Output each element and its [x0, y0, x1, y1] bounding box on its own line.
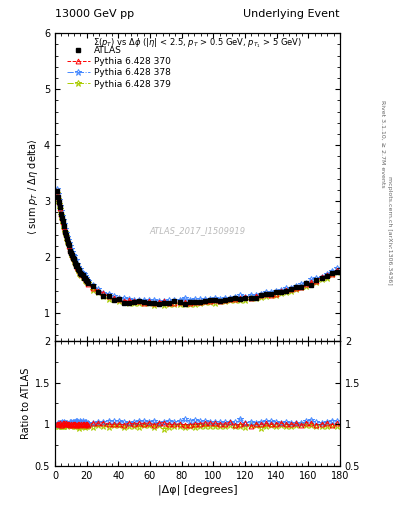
Text: ATLAS_2017_I1509919: ATLAS_2017_I1509919 [149, 226, 246, 234]
Pythia 6.428 378 [334, 265, 339, 271]
Y-axis label: Ratio to ATLAS: Ratio to ATLAS [20, 368, 31, 439]
X-axis label: |Δφ| [degrees]: |Δφ| [degrees] [158, 485, 237, 496]
Pythia 6.428 379 [334, 269, 339, 275]
Line: Pythia 6.428 370: Pythia 6.428 370 [54, 188, 339, 306]
Text: mcplots.cern.ch [arXiv:1306.3436]: mcplots.cern.ch [arXiv:1306.3436] [387, 176, 391, 285]
Pythia 6.428 378 [213, 295, 217, 301]
ATLAS [198, 299, 202, 305]
Line: Pythia 6.428 378: Pythia 6.428 378 [53, 186, 340, 304]
Text: $\Sigma(p_T)$ vs $\Delta\phi$ ($|\eta|$ < 2.5, $p_T$ > 0.5 GeV, $p_{T_1}$ > 5 Ge: $\Sigma(p_T)$ vs $\Delta\phi$ ($|\eta|$ … [93, 36, 302, 50]
Text: Underlying Event: Underlying Event [243, 9, 340, 19]
ATLAS [294, 284, 299, 290]
Pythia 6.428 378 [177, 297, 182, 303]
Pythia 6.428 379 [111, 296, 116, 303]
Text: Rivet 3.1.10, ≥ 2.7M events: Rivet 3.1.10, ≥ 2.7M events [381, 99, 386, 187]
Pythia 6.428 379 [198, 300, 202, 306]
ATLAS [54, 187, 59, 194]
Pythia 6.428 370 [152, 300, 156, 306]
ATLAS [182, 301, 187, 307]
Line: ATLAS: ATLAS [54, 188, 339, 307]
Pythia 6.428 370 [54, 188, 59, 194]
Pythia 6.428 378 [54, 186, 59, 193]
ATLAS [157, 301, 162, 307]
Pythia 6.428 370 [294, 285, 299, 291]
Pythia 6.428 379 [177, 301, 182, 307]
Line: Pythia 6.428 379: Pythia 6.428 379 [53, 190, 340, 308]
Pythia 6.428 370 [213, 296, 217, 303]
ATLAS [213, 297, 217, 303]
Pythia 6.428 370 [177, 299, 182, 305]
Pythia 6.428 379 [213, 300, 217, 306]
Pythia 6.428 370 [334, 267, 339, 273]
ATLAS [111, 296, 116, 303]
Pythia 6.428 378 [157, 298, 162, 304]
Y-axis label: $\langle$ sum $p_T$ / $\Delta\eta$ delta$\rangle$: $\langle$ sum $p_T$ / $\Delta\eta$ delta… [26, 139, 40, 236]
ATLAS [177, 299, 182, 305]
Legend: ATLAS, Pythia 6.428 370, Pythia 6.428 378, Pythia 6.428 379: ATLAS, Pythia 6.428 370, Pythia 6.428 37… [65, 44, 173, 90]
Pythia 6.428 379 [294, 286, 299, 292]
Pythia 6.428 370 [198, 299, 202, 305]
Pythia 6.428 370 [182, 299, 187, 305]
Pythia 6.428 370 [111, 295, 116, 301]
Pythia 6.428 378 [111, 293, 116, 299]
Pythia 6.428 378 [294, 283, 299, 289]
Pythia 6.428 378 [198, 296, 202, 302]
Pythia 6.428 379 [162, 302, 167, 308]
Pythia 6.428 379 [54, 190, 59, 196]
Pythia 6.428 379 [182, 301, 187, 307]
Text: 13000 GeV pp: 13000 GeV pp [55, 9, 134, 19]
ATLAS [334, 269, 339, 275]
Pythia 6.428 378 [182, 295, 187, 301]
